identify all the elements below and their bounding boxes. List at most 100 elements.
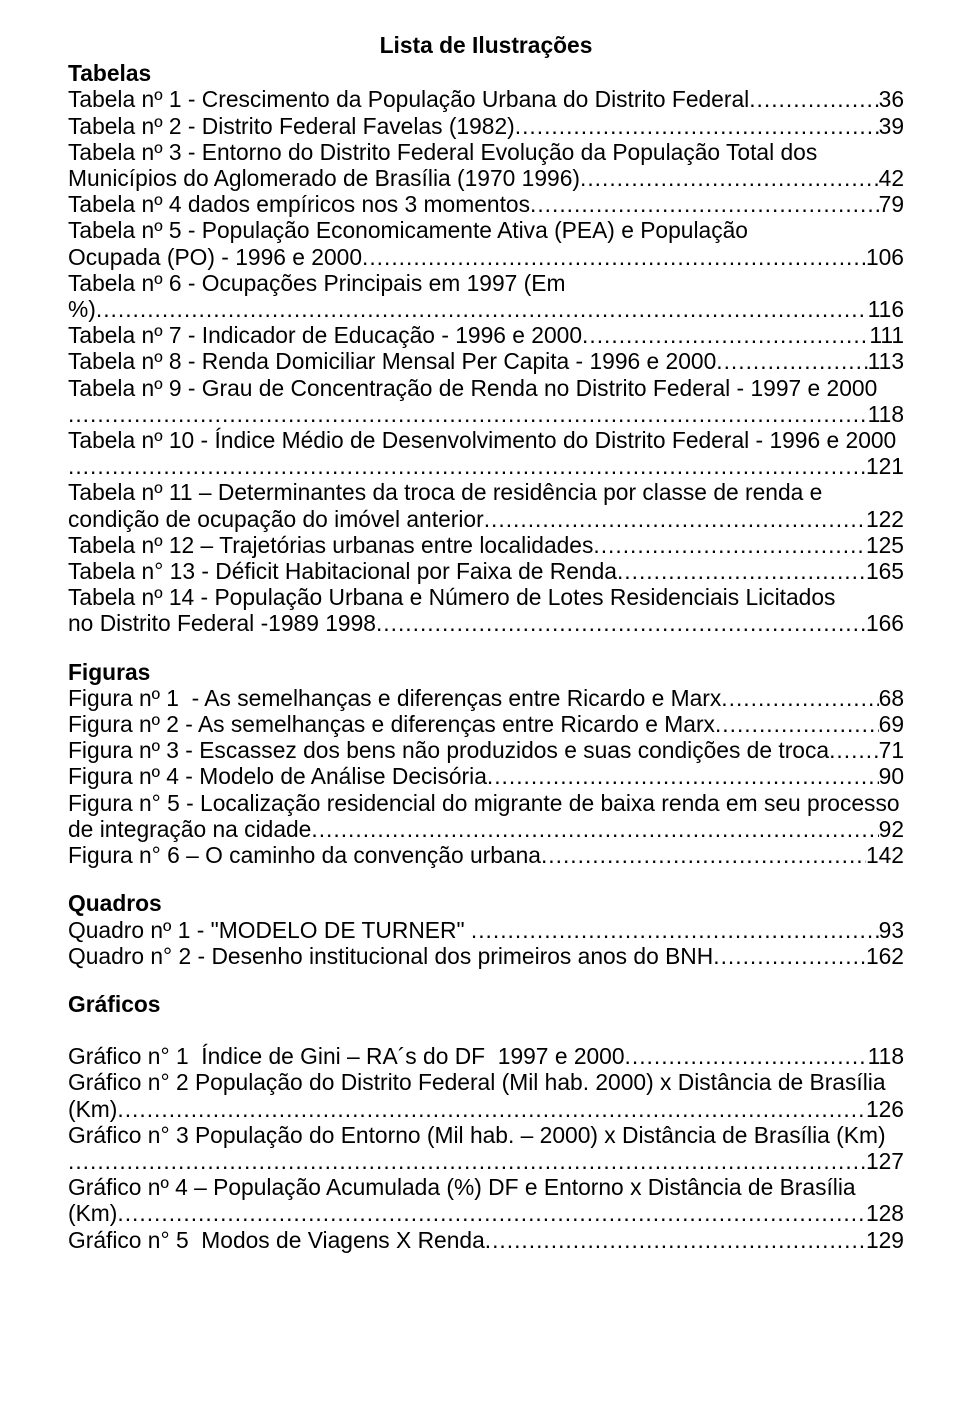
entry-page: 71 (879, 737, 904, 763)
toc-entry: Figura nº 2 - As semelhanças e diferença… (68, 711, 904, 737)
entry-text: Quadro n° 2 - Desenho institucional dos … (68, 943, 713, 969)
entry-text: Gráfico n° 1 Índice de Gini – RA´s do DF… (68, 1043, 625, 1069)
entry-text-line2: Ocupada (PO) - 1996 e 2000 (68, 244, 362, 270)
entry-text-line2: condição de ocupação do imóvel anterior (68, 506, 484, 532)
entry-text: Gráfico n° 5 Modos de Viagens X Renda (68, 1227, 485, 1253)
toc-entry: Tabela nº 2 - Distrito Federal Favelas (… (68, 113, 904, 139)
entry-text-line1: Tabela nº 5 - População Economicamente A… (68, 217, 904, 243)
entry-text: Tabela n° 13 - Déficit Habitacional por … (68, 558, 617, 584)
entry-page: 79 (879, 191, 904, 217)
entry-text: Tabela nº 8 - Renda Domiciliar Mensal Pe… (68, 348, 716, 374)
entry-text: Quadro nº 1 - "MODELO DE TURNER" (68, 917, 471, 943)
entry-page: 125 (866, 532, 904, 558)
entry-text: Figura nº 1 - As semelhanças e diferença… (68, 685, 721, 711)
leader-dots (715, 711, 879, 737)
entry-text-line1: Tabela nº 3 - Entorno do Distrito Federa… (68, 139, 904, 165)
leader-dots (541, 842, 866, 868)
entry-page: 36 (879, 86, 904, 112)
entry-page: 118 (868, 401, 904, 427)
toc-entry: Gráfico nº 4 – População Acumulada (%) D… (68, 1174, 904, 1226)
entry-text-line1: Gráfico n° 3 População do Entorno (Mil h… (68, 1122, 904, 1148)
entry-page: 106 (866, 244, 904, 270)
leader-dots (68, 453, 866, 479)
entry-text-line2: no Distrito Federal -1989 1998 (68, 610, 376, 636)
toc-entry: Figura nº 3 - Escassez dos bens não prod… (68, 737, 904, 763)
toc-entry: Tabela nº 1 - Crescimento da População U… (68, 86, 904, 112)
entry-text-line2: %) (68, 296, 96, 322)
toc-entry: Figura n° 5 - Localização residencial do… (68, 790, 904, 842)
toc-entry: Figura nº 1 - As semelhanças e diferença… (68, 685, 904, 711)
entry-page: 92 (879, 816, 904, 842)
entry-text-line1: Tabela nº 10 - Índice Médio de Desenvolv… (68, 427, 904, 453)
leader-dots (484, 506, 866, 532)
entry-page: 113 (868, 348, 904, 374)
entry-text: Tabela nº 4 dados empíricos nos 3 moment… (68, 191, 530, 217)
entry-text: Tabela nº 2 - Distrito Federal Favelas (… (68, 113, 515, 139)
leader-dots (376, 610, 866, 636)
entry-page: 93 (879, 917, 904, 943)
section-graficos: Gráfico n° 1 Índice de Gini – RA´s do DF… (68, 1017, 904, 1253)
toc-entry: Gráfico n° 2 População do Distrito Feder… (68, 1069, 904, 1121)
entry-page: 111 (869, 322, 904, 348)
entry-text-line2: (Km) (68, 1096, 117, 1122)
entry-page: 128 (866, 1200, 904, 1226)
leader-dots (617, 558, 866, 584)
entry-page: 69 (879, 711, 904, 737)
toc-entry: Tabela nº 8 - Renda Domiciliar Mensal Pe… (68, 348, 904, 374)
section-figuras: Figura nº 1 - As semelhanças e diferença… (68, 685, 904, 868)
toc-entry: Tabela nº 5 - População Economicamente A… (68, 217, 904, 269)
leader-dots (362, 244, 866, 270)
toc-entry: Figura nº 4 - Modelo de Análise Decisóri… (68, 763, 904, 789)
entry-text-line1: Tabela nº 11 – Determinantes da troca de… (68, 479, 904, 505)
leader-dots (721, 685, 878, 711)
entry-page: 165 (866, 558, 904, 584)
section-quadros: Quadro nº 1 - "MODELO DE TURNER" 93 Quad… (68, 917, 904, 969)
toc-entry: Tabela nº 11 – Determinantes da troca de… (68, 479, 904, 531)
toc-entry: Tabela nº 9 - Grau de Concentração de Re… (68, 375, 904, 427)
entry-text: Figura nº 4 - Modelo de Análise Decisóri… (68, 763, 487, 789)
toc-entry: Tabela nº 10 - Índice Médio de Desenvolv… (68, 427, 904, 479)
section-tabelas: Tabela nº 1 - Crescimento da População U… (68, 86, 904, 636)
leader-dots (515, 113, 879, 139)
leader-dots (311, 816, 878, 842)
leader-dots (582, 322, 869, 348)
entry-text-line1: Tabela nº 6 - Ocupações Principais em 19… (68, 270, 904, 296)
section-heading-quadros: Quadros (68, 890, 904, 916)
entry-text-line2: (Km) (68, 1200, 117, 1226)
toc-entry: Figura n° 6 – O caminho da convenção urb… (68, 842, 904, 868)
entry-text-line1: Figura n° 5 - Localização residencial do… (68, 790, 904, 816)
entry-text-line2: Municípios do Aglomerado de Brasília (19… (68, 165, 580, 191)
entry-page: 122 (866, 506, 904, 532)
leader-dots (716, 348, 867, 374)
leader-dots (487, 763, 879, 789)
entry-text: Figura nº 3 - Escassez dos bens não prod… (68, 737, 829, 763)
toc-entry: Tabela nº 4 dados empíricos nos 3 moment… (68, 191, 904, 217)
leader-dots (117, 1096, 866, 1122)
toc-entry: Gráfico n° 3 População do Entorno (Mil h… (68, 1122, 904, 1174)
blank-line (68, 1017, 904, 1043)
section-heading-figuras: Figuras (68, 659, 904, 685)
entry-text: Tabela nº 1 - Crescimento da População U… (68, 86, 749, 112)
page-title: Lista de Ilustrações (68, 32, 904, 58)
entry-page: 42 (879, 165, 904, 191)
toc-entry: Quadro n° 2 - Desenho institucional dos … (68, 943, 904, 969)
toc-entry: Tabela nº 14 - População Urbana e Número… (68, 584, 904, 636)
leader-dots (593, 532, 866, 558)
leader-dots (68, 1148, 866, 1174)
entry-text-line1: Gráfico nº 4 – População Acumulada (%) D… (68, 1174, 904, 1200)
leader-dots (713, 943, 866, 969)
entry-text-line1: Tabela nº 9 - Grau de Concentração de Re… (68, 375, 904, 401)
leader-dots (530, 191, 879, 217)
toc-entry: Gráfico n° 5 Modos de Viagens X Renda 129 (68, 1227, 904, 1253)
leader-dots (485, 1227, 866, 1253)
entry-page: 162 (866, 943, 904, 969)
entry-page: 129 (866, 1227, 904, 1253)
entry-text: Tabela nº 12 – Trajetórias urbanas entre… (68, 532, 593, 558)
entry-page: 126 (866, 1096, 904, 1122)
entry-page: 127 (866, 1148, 904, 1174)
section-heading-tabelas: Tabelas (68, 60, 904, 86)
leader-dots (96, 296, 868, 322)
entry-text-line1: Tabela nº 14 - População Urbana e Número… (68, 584, 904, 610)
toc-entry: Quadro nº 1 - "MODELO DE TURNER" 93 (68, 917, 904, 943)
entry-text-line1: Gráfico n° 2 População do Distrito Feder… (68, 1069, 904, 1095)
